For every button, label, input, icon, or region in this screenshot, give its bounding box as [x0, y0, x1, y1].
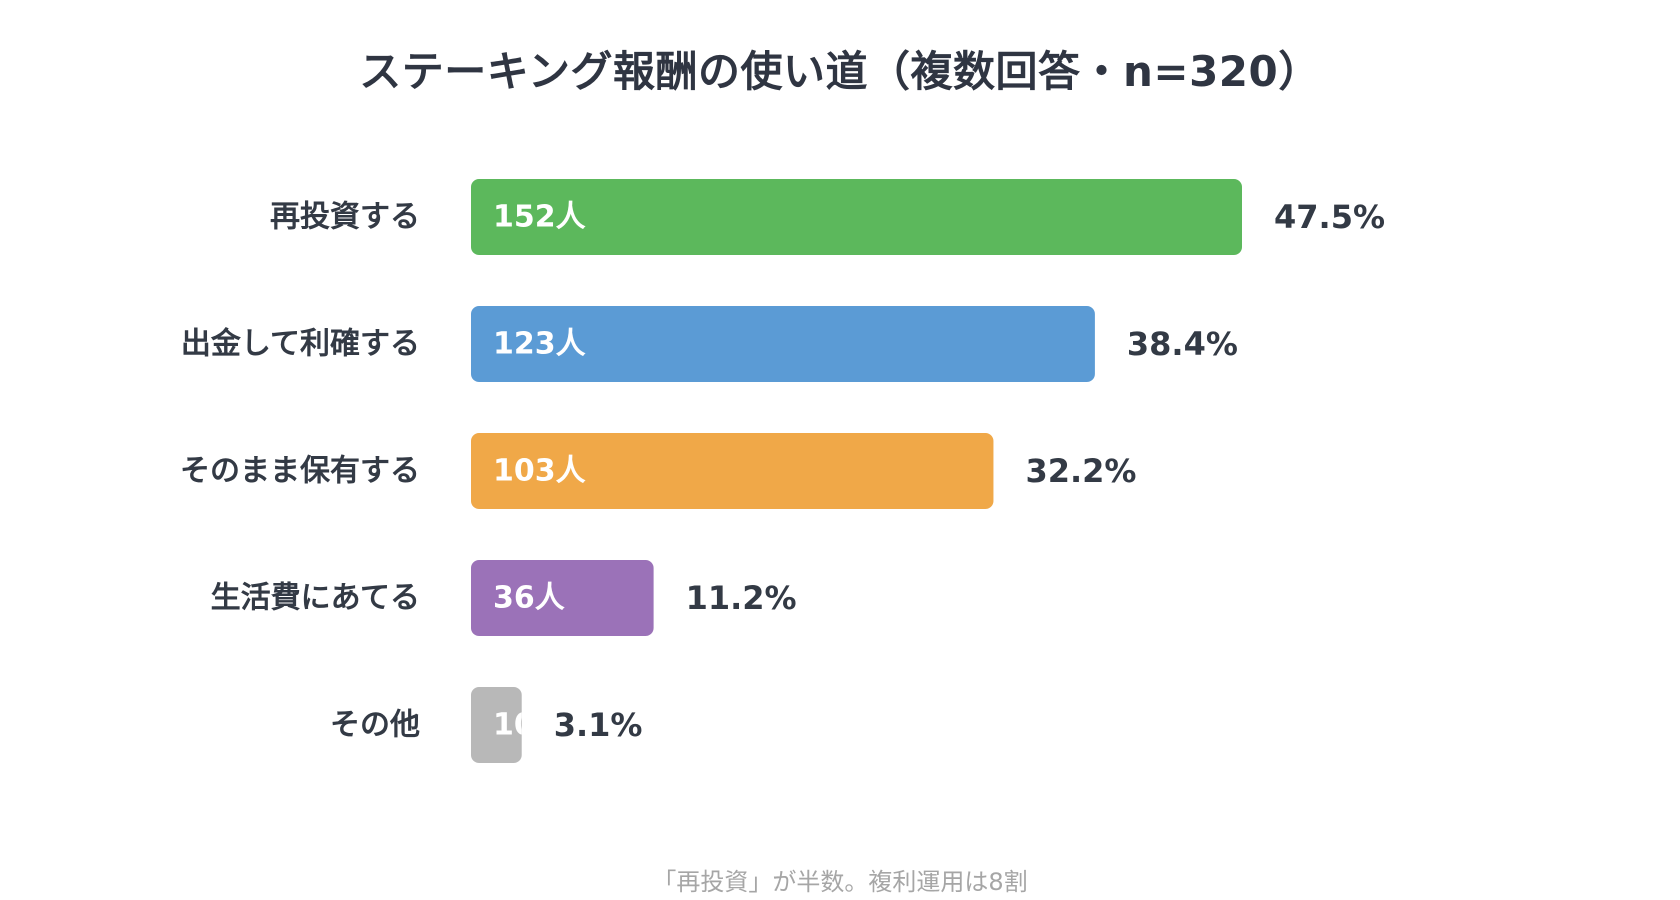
- category-label: 生活費にあてる: [211, 581, 420, 616]
- percent-label: 32.2%: [1025, 452, 1136, 490]
- category-label: その他: [330, 708, 420, 743]
- percent-label: 11.2%: [686, 579, 797, 617]
- bar: [471, 560, 654, 636]
- bar: [471, 687, 522, 763]
- count-label: 152人: [493, 200, 586, 235]
- bar-row: そのまま保有する 103人 32.2%: [180, 433, 1136, 509]
- count-label: 10人: [493, 708, 565, 743]
- percent-label: 38.4%: [1127, 325, 1238, 363]
- bar-row: 出金して利確する 123人 38.4%: [181, 306, 1238, 382]
- count-label: 103人: [493, 454, 586, 489]
- category-label: そのまま保有する: [180, 454, 420, 489]
- category-label: 出金して利確する: [181, 327, 420, 362]
- bar-row: 再投資する 152人 47.5%: [270, 179, 1385, 255]
- percent-label: 3.1%: [554, 706, 643, 744]
- bar: [471, 306, 1095, 382]
- bars-layer: 再投資する 152人 47.5% 出金して利確する 123人 38.4% そのまま保有する 1…: [180, 179, 1385, 763]
- chart-footnote: 「再投資」が半数。複利運用は8割: [652, 868, 1028, 896]
- bar: [471, 433, 994, 509]
- percent-label: 47.5%: [1274, 198, 1385, 236]
- category-label: 再投資する: [270, 200, 420, 235]
- count-label: 123人: [493, 327, 586, 362]
- bar: [471, 179, 1242, 255]
- chart-title: ステーキング報酬の使い道（複数回答・n=320）: [359, 47, 1321, 96]
- bar-row: 生活費にあてる 36人 11.2%: [211, 560, 797, 636]
- count-label: 36人: [493, 581, 565, 616]
